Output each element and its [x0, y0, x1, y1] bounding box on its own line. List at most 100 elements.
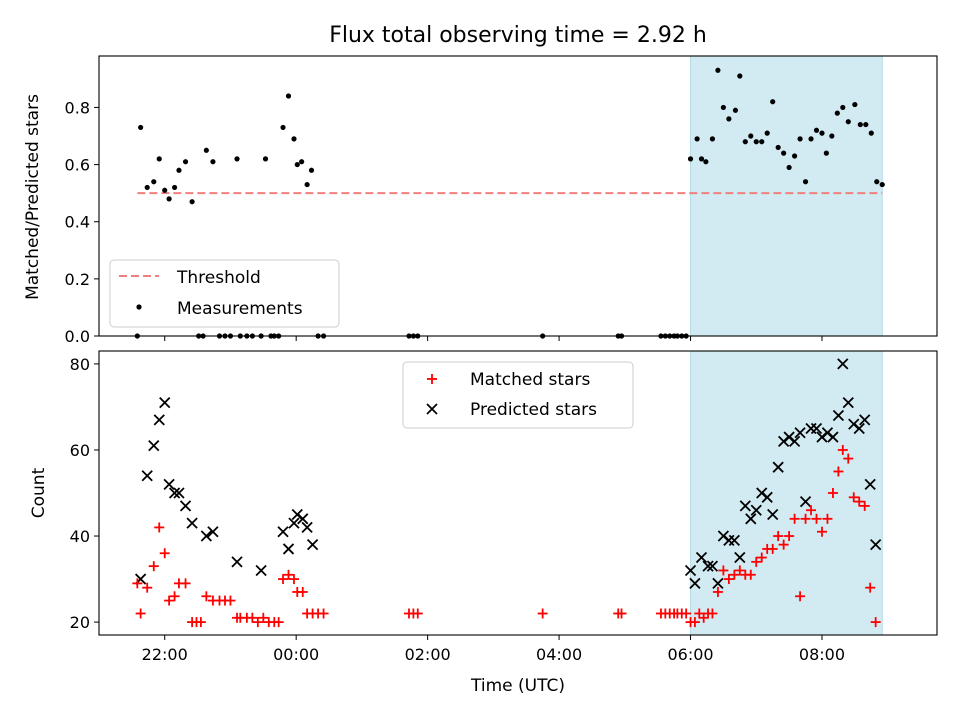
matched-point — [412, 608, 423, 619]
measurement-point — [162, 187, 168, 193]
predicted-point — [179, 500, 192, 512]
measurement-point — [234, 156, 240, 162]
matched-point — [767, 543, 778, 554]
predicted-point — [712, 577, 724, 590]
top-y-tick-label: 0.8 — [65, 98, 90, 117]
matched-point — [870, 617, 881, 628]
matched-point — [698, 612, 709, 623]
measurement-point — [840, 104, 846, 111]
matched-point — [811, 513, 822, 524]
matched-point — [816, 526, 827, 537]
top-axes-frame — [98, 55, 938, 337]
predicted-point — [750, 504, 762, 516]
top-x-ticks — [164, 336, 823, 341]
matched-point — [201, 591, 212, 602]
legend-predicted-swatch — [426, 403, 438, 415]
predicted-point — [767, 508, 779, 521]
measurement-point — [879, 181, 885, 188]
matched-point — [712, 586, 723, 597]
matched-point — [154, 522, 165, 533]
measurement-point — [166, 196, 172, 202]
matched-point — [778, 539, 789, 550]
bottom-y-axis-label: Count — [29, 467, 49, 518]
bottom-legend: Matched stars Predicted stars — [402, 361, 634, 429]
predicted-point — [282, 543, 295, 555]
predicted-point — [200, 530, 212, 542]
legend-threshold-label: Threshold — [176, 268, 261, 288]
x-tick-label: 06:00 — [667, 645, 713, 664]
measurement-point — [182, 159, 189, 165]
matched-point — [318, 608, 329, 619]
measurement-point — [808, 136, 814, 142]
predicted-point — [706, 560, 719, 572]
top-panel: 0.00.20.40.60.8 Matched/Predicted stars … — [23, 55, 938, 346]
matched-point — [756, 552, 767, 563]
matched-point — [258, 612, 269, 623]
predicted-point — [186, 517, 198, 529]
measurement-point — [775, 144, 781, 151]
measurement-point — [863, 121, 869, 128]
matched-point — [252, 617, 263, 628]
predicted-point — [255, 564, 267, 577]
predicted-point — [689, 577, 701, 590]
matched-point — [689, 617, 700, 628]
matched-point — [822, 513, 833, 524]
top-y-axis-label: Matched/Predicted stars — [23, 94, 43, 300]
predicted-point — [306, 538, 319, 551]
predicted-point — [231, 556, 243, 568]
matched-point — [195, 617, 206, 628]
legend-matched-label: Matched stars — [470, 370, 590, 390]
matched-point — [164, 595, 175, 606]
bottom-legend-box — [402, 361, 634, 429]
measurement-points — [134, 67, 885, 339]
measurement-point — [786, 164, 792, 171]
measurement-point — [834, 110, 840, 116]
predicted-point — [207, 526, 219, 538]
measurement-point — [138, 124, 144, 131]
matched-point — [806, 505, 817, 516]
matched-point — [148, 561, 159, 572]
measurement-point — [715, 67, 721, 73]
predicted-point — [832, 409, 845, 422]
legend-predicted-label: Predicted stars — [470, 400, 597, 420]
predicted-point — [734, 551, 746, 564]
legend-cross-marker — [426, 403, 438, 415]
matched-point — [833, 466, 844, 477]
x-tick-label: 00:00 — [273, 645, 319, 664]
measurement-point — [753, 139, 759, 145]
bottom-y-ticks: 20 40 60 80 — [70, 355, 99, 632]
measurement-point — [845, 119, 851, 125]
measurement-point — [797, 136, 803, 142]
matched-point — [848, 492, 859, 503]
x-tick-label: 04:00 — [536, 645, 582, 664]
predicted-point — [173, 487, 185, 499]
predicted-point — [684, 564, 697, 577]
measurement-point — [802, 179, 809, 185]
predicted-point — [827, 431, 839, 443]
measurement-point — [698, 156, 705, 162]
matched-point — [247, 612, 258, 623]
measurement-point — [823, 150, 829, 156]
predicted-point — [728, 534, 740, 546]
predicted-point — [853, 422, 865, 435]
top-y-tick-label: 0.2 — [65, 270, 90, 289]
matched-point — [225, 595, 236, 606]
legend-measurements-label: Measurements — [177, 299, 303, 319]
measurement-point — [280, 124, 286, 131]
top-y-tick-label: 0.0 — [65, 327, 90, 346]
matched-point — [283, 569, 294, 580]
matched-point — [773, 531, 784, 542]
top-legend: Threshold Measurements — [109, 259, 340, 328]
matched-point — [278, 574, 289, 585]
bottom-x-ticks: 22:00 00:00 02:00 04:00 06:00 08:00 — [142, 635, 845, 664]
predicted-point — [761, 491, 773, 503]
matched-point — [681, 608, 692, 619]
measurement-point — [742, 139, 748, 145]
matched-point — [288, 574, 299, 585]
matched-point — [537, 608, 548, 619]
measurement-point — [262, 156, 269, 162]
bottom-axes-frame — [98, 350, 938, 636]
measurement-point — [852, 101, 858, 108]
matched-point — [135, 608, 146, 619]
